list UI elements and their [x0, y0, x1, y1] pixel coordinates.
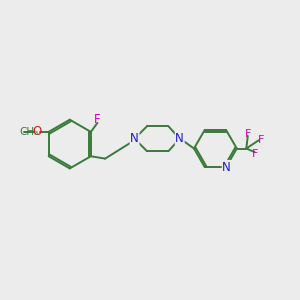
- Text: N: N: [222, 160, 231, 173]
- Text: F: F: [252, 149, 258, 160]
- Text: N: N: [175, 132, 184, 145]
- Text: F: F: [244, 129, 251, 139]
- Text: N: N: [130, 132, 139, 145]
- Text: F: F: [94, 112, 101, 126]
- Text: CH₃: CH₃: [19, 127, 38, 137]
- Text: O: O: [32, 125, 41, 138]
- Text: F: F: [258, 135, 264, 145]
